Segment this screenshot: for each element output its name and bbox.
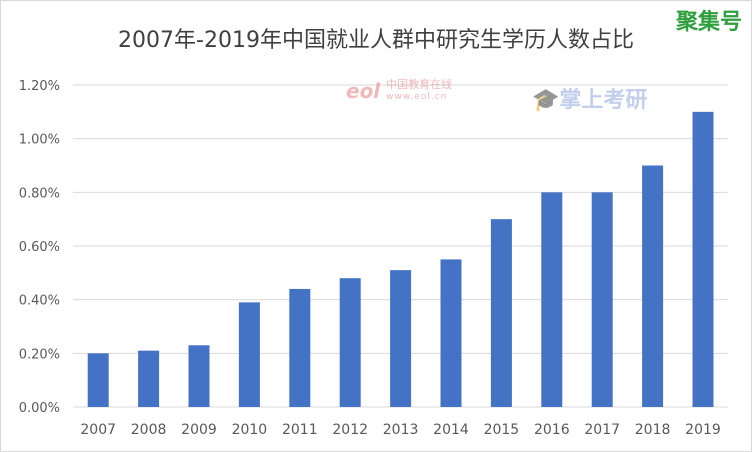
y-tick-label: 0.80%	[19, 186, 60, 201]
x-tick-label: 2017	[584, 422, 620, 438]
eol-url: www.eol.cn	[386, 92, 448, 102]
bar-2014	[440, 259, 462, 407]
x-tick-label: 2019	[685, 422, 721, 438]
bar-2015	[490, 219, 512, 407]
bar-2013	[390, 270, 412, 407]
bar-2010	[238, 302, 260, 407]
bar-2011	[289, 288, 311, 407]
bar-2019	[692, 111, 714, 407]
bar-2016	[541, 192, 563, 407]
chart-title: 2007年-2019年中国就业人群中研究生学历人数占比	[118, 28, 634, 53]
bar-2012	[339, 278, 361, 407]
x-tick-label: 2010	[232, 422, 268, 438]
eol-watermark: eol 中国教育在线 www.eol.cn	[346, 78, 452, 104]
eol-text-block: 中国教育在线 www.eol.cn	[386, 78, 452, 104]
corner-watermark: 聚集号	[676, 10, 743, 35]
bar-2018	[642, 165, 664, 407]
y-tick-label: 1.20%	[19, 79, 60, 94]
x-tick-label: 2008	[131, 422, 167, 438]
x-tick-label: 2015	[484, 422, 520, 438]
x-tick-label: 2013	[383, 422, 419, 438]
eol-logo-icon: eol	[346, 79, 381, 103]
x-tick-label: 2012	[332, 422, 368, 438]
bar-2008	[138, 350, 160, 407]
x-tick-label: 2014	[433, 422, 469, 438]
bar-2017	[591, 192, 613, 407]
x-tick-label: 2011	[282, 422, 318, 438]
x-tick-label: 2018	[635, 422, 671, 438]
eol-text: 中国教育在线	[386, 78, 453, 91]
graduation-cap-icon: 🎓	[532, 88, 560, 113]
x-tick-label: 2007	[80, 422, 116, 438]
bar-2007	[87, 353, 109, 407]
y-tick-label: 0.40%	[19, 294, 60, 309]
x-tick-label: 2009	[181, 422, 217, 438]
y-tick-label: 0.20%	[19, 347, 60, 362]
zsky-text: 掌上考研	[559, 88, 648, 113]
y-tick-label: 0.00%	[19, 401, 60, 416]
y-tick-label: 0.60%	[19, 240, 60, 255]
zsky-watermark: 🎓掌上考研	[532, 82, 647, 114]
x-tick-label: 2016	[534, 422, 570, 438]
bar-2009	[188, 345, 210, 407]
y-tick-label: 1.00%	[19, 133, 60, 148]
